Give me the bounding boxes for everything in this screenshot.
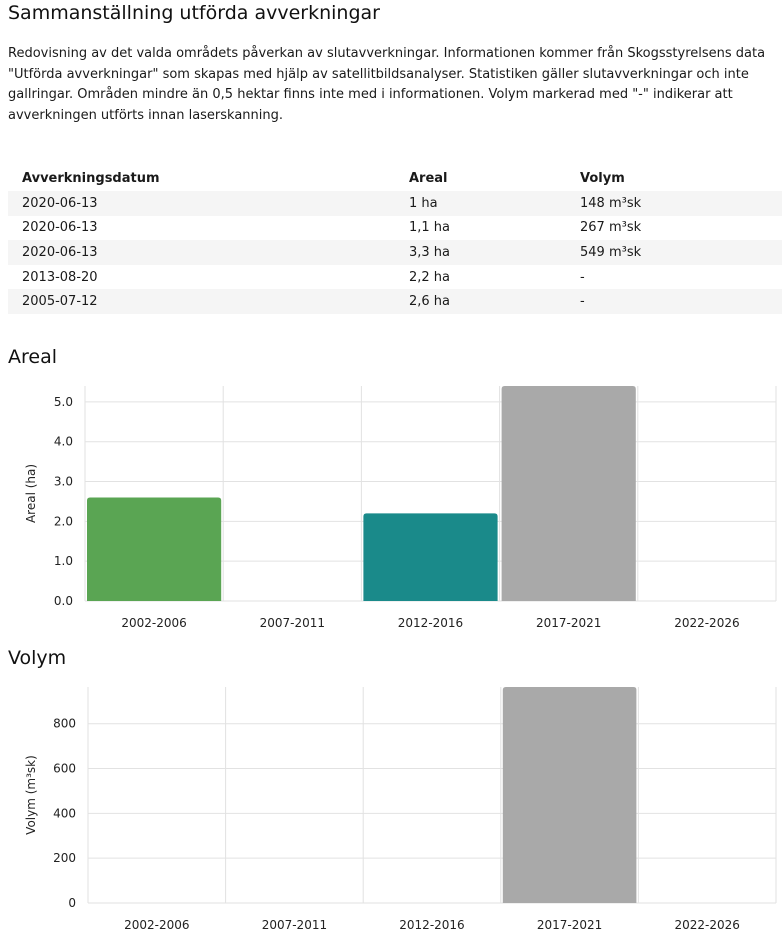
bar-2012-2016 bbox=[363, 513, 498, 601]
cell-volym: 549 m³sk bbox=[580, 244, 642, 260]
cell-volym: - bbox=[580, 269, 585, 285]
y-tick-label: 3.0 bbox=[54, 475, 73, 489]
cell-date: 2013-08-20 bbox=[22, 269, 98, 285]
x-tick-label: 2002-2006 bbox=[124, 918, 189, 932]
cell-areal: 1 ha bbox=[409, 195, 438, 211]
x-tick-label: 2022-2026 bbox=[674, 918, 739, 932]
y-tick-label: 800 bbox=[53, 717, 76, 731]
y-axis-label: Areal (ha) bbox=[24, 464, 38, 523]
x-tick-label: 2017-2021 bbox=[536, 616, 601, 630]
table-header-row: Avverkningsdatum Areal Volym bbox=[8, 145, 782, 191]
table-row: 2013-08-20 2,2 ha - bbox=[8, 264, 782, 290]
y-tick-label: 400 bbox=[53, 806, 76, 820]
y-tick-label: 0 bbox=[68, 896, 76, 910]
cell-volym: - bbox=[580, 294, 585, 310]
areal-chart: 0.0 1.0 2.0 3.0 4.0 5.0 2002-2006 2007-2011 2012… bbox=[24, 386, 777, 630]
header-date: Avverkningsdatum bbox=[22, 170, 160, 186]
header-areal: Areal bbox=[409, 170, 448, 186]
areal-section-title: Areal bbox=[8, 346, 58, 368]
harvest-table-container: Avverkningsdatum Areal Volym 2020-06-13 … bbox=[8, 145, 782, 314]
cell-date: 2005-07-12 bbox=[22, 294, 98, 310]
cell-date: 2020-06-13 bbox=[22, 195, 98, 211]
page-title: Sammanställning utförda avverkningar bbox=[8, 2, 380, 24]
cell-volym: 267 m³sk bbox=[580, 220, 642, 236]
cell-areal: 3,3 ha bbox=[409, 244, 451, 260]
table-row: 2020-06-13 1 ha 148 m³sk bbox=[8, 191, 782, 216]
x-tick-label: 2022-2026 bbox=[674, 616, 739, 630]
cell-areal: 2,2 ha bbox=[409, 269, 451, 285]
x-tick-label: 2007-2011 bbox=[262, 918, 327, 932]
cell-areal: 1,1 ha bbox=[409, 220, 451, 236]
volym-chart-container: 0 200 400 600 800 2002-2006 2007-2011 2012-2016… bbox=[8, 677, 782, 939]
cell-volym: 148 m³sk bbox=[580, 195, 642, 211]
y-tick-label: 5.0 bbox=[54, 395, 73, 409]
x-tick-label: 2002-2006 bbox=[121, 616, 186, 630]
page-description: Redovisning av det valda områdets påverk… bbox=[8, 46, 766, 123]
y-tick-label: 200 bbox=[53, 851, 76, 865]
volym-section-title: Volym bbox=[8, 647, 67, 669]
bar-2017-2021 bbox=[501, 386, 636, 601]
table-row: 2020-06-13 1,1 ha 267 m³sk bbox=[8, 215, 782, 241]
x-tick-label: 2012-2016 bbox=[399, 918, 464, 932]
harvest-table: Avverkningsdatum Areal Volym 2020-06-13 … bbox=[8, 145, 782, 314]
y-tick-label: 4.0 bbox=[54, 435, 73, 449]
y-axis-label: Volym (m³sk) bbox=[24, 755, 38, 835]
x-tick-label: 2007-2011 bbox=[260, 616, 325, 630]
cell-date: 2020-06-13 bbox=[22, 220, 98, 236]
x-tick-label: 2017-2021 bbox=[537, 918, 602, 932]
y-tick-label: 1.0 bbox=[54, 554, 73, 568]
bar-2002-2006 bbox=[87, 497, 222, 601]
y-tick-label: 0.0 bbox=[54, 594, 73, 608]
header-volym: Volym bbox=[580, 170, 625, 186]
bar-2017-2021 bbox=[502, 687, 637, 903]
y-tick-label: 2.0 bbox=[54, 514, 73, 528]
areal-chart-container: 0.0 1.0 2.0 3.0 4.0 5.0 2002-2006 2007-2011 2012… bbox=[8, 376, 782, 636]
volym-chart: 0 200 400 600 800 2002-2006 2007-2011 2012-2016… bbox=[24, 687, 777, 932]
y-tick-label: 600 bbox=[53, 762, 76, 776]
x-tick-label: 2012-2016 bbox=[398, 616, 463, 630]
table-row: 2020-06-13 3,3 ha 549 m³sk bbox=[8, 240, 782, 265]
cell-areal: 2,6 ha bbox=[409, 294, 451, 310]
table-row: 2005-07-12 2,6 ha - bbox=[8, 289, 782, 314]
cell-date: 2020-06-13 bbox=[22, 244, 98, 260]
